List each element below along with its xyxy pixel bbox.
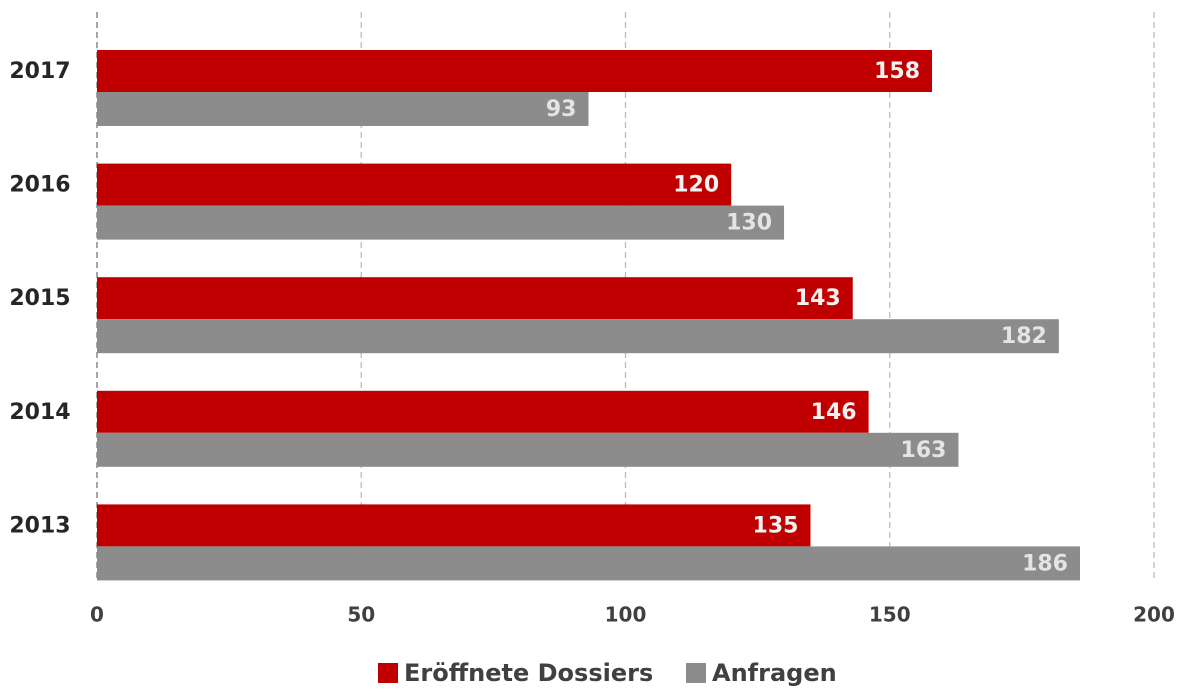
y-tick-label: 2015 xyxy=(9,286,70,311)
y-tick-label: 2016 xyxy=(9,173,70,198)
value-label: 182 xyxy=(1001,324,1047,349)
legend-label: Anfragen xyxy=(712,659,837,687)
bar xyxy=(97,504,811,547)
bar xyxy=(97,390,869,433)
value-label: 143 xyxy=(795,286,841,311)
legend-swatch xyxy=(378,663,398,683)
value-label: 163 xyxy=(901,438,947,463)
bar xyxy=(97,50,933,92)
bar xyxy=(97,319,1059,354)
x-tick-label: 150 xyxy=(869,603,911,627)
value-label: 158 xyxy=(874,59,920,84)
y-tick-label: 2017 xyxy=(9,59,70,84)
x-tick-label: 100 xyxy=(605,603,647,627)
x-tick-label: 0 xyxy=(90,603,104,627)
value-label: 186 xyxy=(1022,551,1068,576)
bar xyxy=(97,277,853,320)
value-label: 93 xyxy=(546,97,577,122)
legend-swatch xyxy=(686,663,706,683)
legend-label: Eröffnete Dossiers xyxy=(404,659,653,687)
bar xyxy=(97,163,732,206)
value-label: 120 xyxy=(673,173,719,198)
x-tick-label: 200 xyxy=(1133,603,1175,627)
bar xyxy=(97,92,589,126)
value-label: 130 xyxy=(726,211,772,236)
value-label: 135 xyxy=(753,513,799,538)
value-label: 146 xyxy=(811,400,857,425)
y-tick-label: 2014 xyxy=(9,400,70,425)
bar xyxy=(97,546,1081,581)
y-tick-label: 2013 xyxy=(9,513,70,538)
bar xyxy=(97,432,959,467)
x-tick-label: 50 xyxy=(347,603,375,627)
bar xyxy=(97,205,785,240)
